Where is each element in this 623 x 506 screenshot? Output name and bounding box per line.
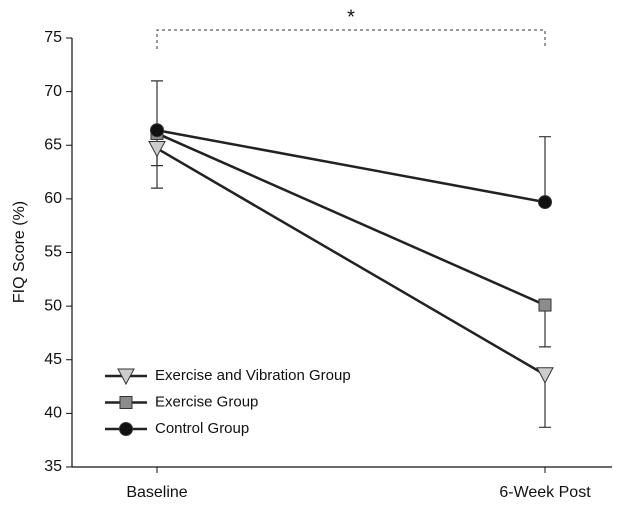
series-line <box>156 147 546 376</box>
legend-marker <box>117 368 135 386</box>
y-tick-label: 60 <box>44 190 62 207</box>
legend-label: Exercise and Vibration Group <box>155 367 351 384</box>
x-tick-label: 6-Week Post <box>499 484 591 501</box>
y-tick-label: 65 <box>44 136 62 153</box>
marker <box>150 123 164 138</box>
legend-label: Control Group <box>155 420 249 437</box>
y-tick-label: 70 <box>44 83 62 100</box>
marker <box>148 140 166 158</box>
legend-marker <box>119 422 133 436</box>
marker <box>538 298 552 312</box>
legend-label: Exercise Group <box>155 393 258 410</box>
y-tick-label: 45 <box>44 351 62 368</box>
y-tick-label: 50 <box>44 297 62 314</box>
legend-marker <box>119 396 133 409</box>
marker <box>536 367 554 384</box>
series-line <box>156 132 546 307</box>
y-tick-label: 40 <box>44 405 62 422</box>
y-axis-label: FIQ Score (%) <box>11 201 28 303</box>
x-tick-label: Baseline <box>126 484 187 501</box>
error-bar <box>151 80 163 131</box>
error-bar <box>539 305 551 348</box>
error-bar <box>539 136 551 203</box>
significance-bracket <box>156 29 546 49</box>
y-tick-label: 35 <box>44 458 62 475</box>
significance-mark: * <box>347 6 355 28</box>
y-tick-label: 55 <box>44 244 62 261</box>
marker <box>538 195 552 210</box>
y-tick-label: 75 <box>44 29 62 46</box>
series-line <box>156 129 546 204</box>
